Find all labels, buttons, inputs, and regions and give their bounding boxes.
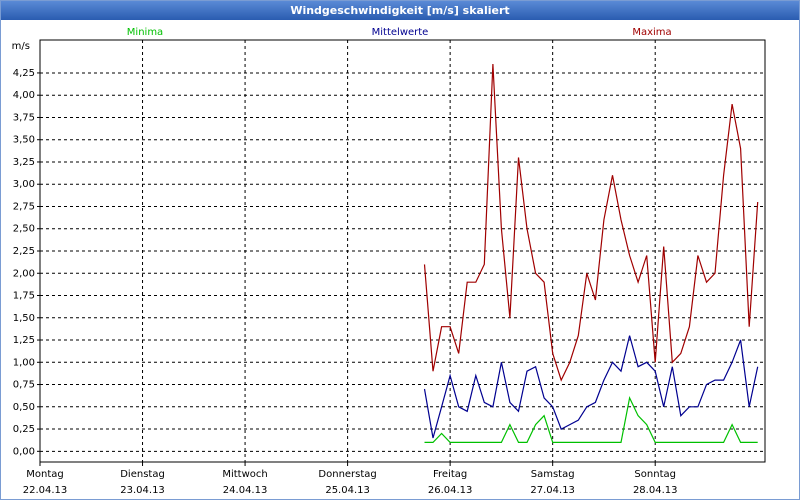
y-tick-label: 2,50 [13,224,35,235]
x-tick-label: Freitag [433,469,467,480]
x-tick-label: Montag [26,469,63,480]
legend-label: Maxima [632,27,671,38]
legend-label: Mittelwerte [372,27,429,38]
y-tick-label: 0,25 [13,424,35,435]
series-line [423,63,759,382]
x-tick-label: Donnerstag [318,469,376,480]
x-tick-label: 27.04.13 [530,485,575,496]
x-tick-label: Dienstag [120,469,165,480]
series-line [424,395,758,443]
x-tick-label: Samstag [531,469,575,480]
y-tick-label: 0,00 [13,446,35,457]
title-bar [1,1,799,20]
y-tick-label: 2,75 [13,201,35,212]
x-tick-label: Sonntag [634,469,676,480]
x-tick-label: 28.04.13 [633,485,678,496]
legend-label: Minima [127,27,163,38]
y-tick-label: 1,50 [13,313,35,324]
y-tick-label: 1,75 [13,291,35,302]
x-tick-label: Mittwoch [222,469,267,480]
y-tick-label: 3,00 [13,179,35,190]
y-tick-label: 4,00 [13,90,35,101]
x-tick-label: 22.04.13 [23,485,68,496]
x-tick-label: 26.04.13 [428,485,473,496]
y-tick-label: 1,00 [13,357,35,368]
y-tick-label: 3,75 [13,112,35,123]
y-tick-label: 3,25 [13,157,35,168]
x-tick-label: 23.04.13 [120,485,165,496]
chart-title: Windgeschwindigkeit [m/s] skaliert [290,4,509,17]
y-tick-label: 2,00 [13,268,35,279]
y-tick-label: 3,50 [13,135,35,146]
x-tick-label: 25.04.13 [325,485,370,496]
y-tick-label: 1,25 [13,335,35,346]
series-line [423,335,759,439]
y-tick-label: 0,50 [13,402,35,413]
y-tick-label: 2,25 [13,246,35,257]
y-tick-label: 0,75 [13,380,35,391]
x-tick-label: 24.04.13 [223,485,268,496]
y-axis-label: m/s [12,41,30,52]
y-tick-label: 4,25 [13,68,35,79]
